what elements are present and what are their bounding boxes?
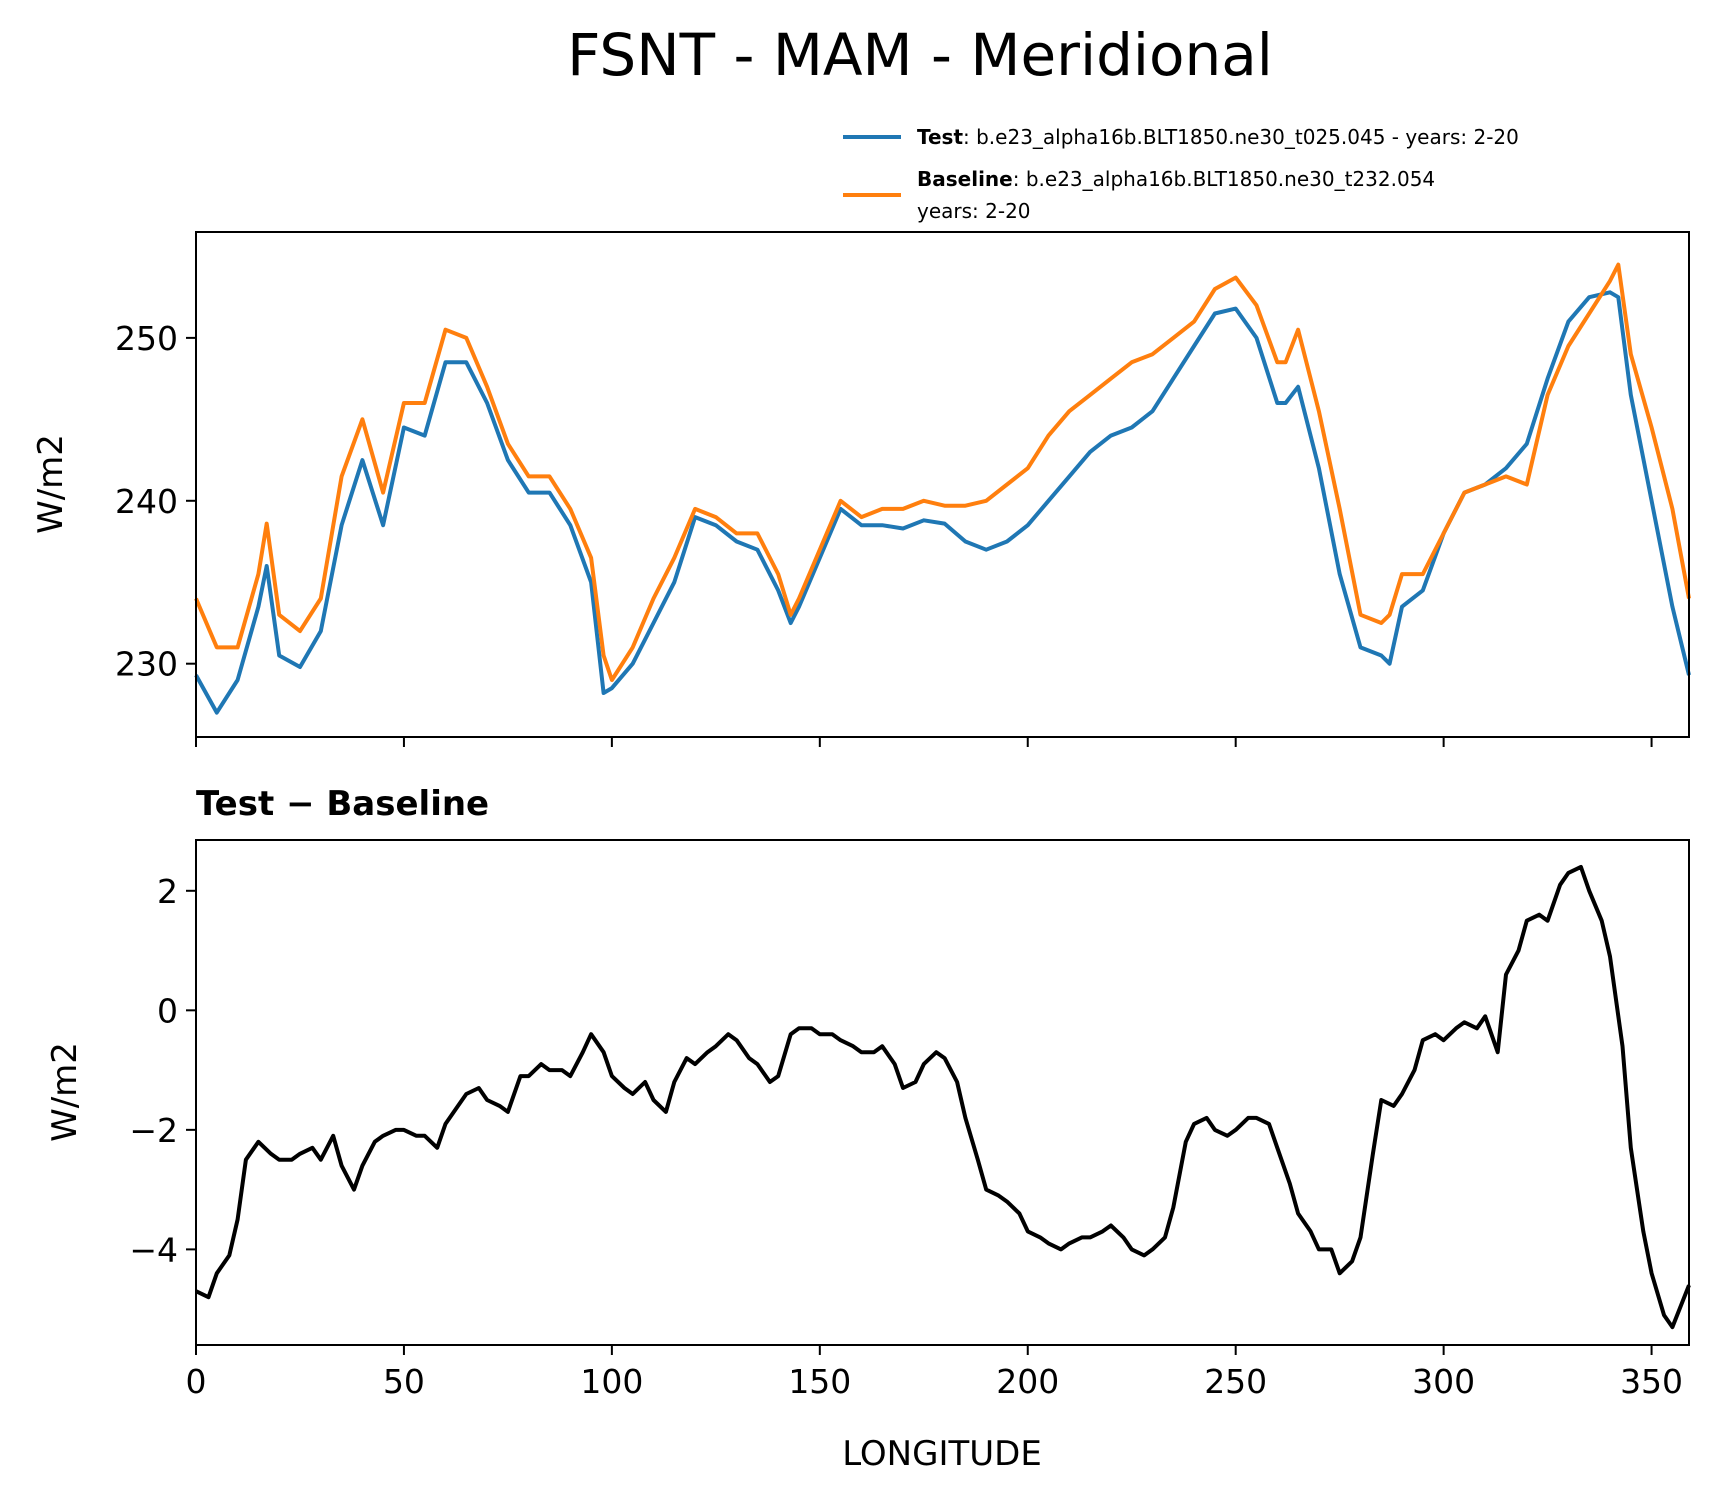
bottom-y-axis-label: W/m2 <box>45 1042 85 1142</box>
legend-baseline-label-line2: years: 2-20 <box>917 199 1031 223</box>
bottom-x-tick-label: 350 <box>1620 1362 1683 1401</box>
top-y-tick-label: 230 <box>115 645 178 684</box>
bottom-x-tick-label: 200 <box>996 1362 1059 1401</box>
legend-test-name: Test <box>917 125 963 149</box>
legend-baseline-label: Baseline: b.e23_alpha16b.BLT1850.ne30_t2… <box>917 167 1435 191</box>
bottom-y-tick-label: 2 <box>157 872 178 911</box>
top-y-axis-label: W/m2 <box>31 434 71 534</box>
legend-test-label: Test: b.e23_alpha16b.BLT1850.ne30_t025.0… <box>917 125 1519 149</box>
bottom-panel-title: Test − Baseline <box>196 784 489 824</box>
bottom-y-tick-label: −4 <box>129 1230 178 1269</box>
legend: Test: b.e23_alpha16b.BLT1850.ne30_t025.0… <box>843 125 1519 223</box>
top-x-ticks <box>195 737 1653 747</box>
bottom-y-tick-label: −2 <box>129 1111 178 1150</box>
legend-baseline-name: Baseline <box>917 167 1013 191</box>
bottom-x-tick-label: 0 <box>186 1362 207 1401</box>
bottom-series-group <box>195 864 1691 1330</box>
top-axes-frame <box>195 231 1690 738</box>
bottom-x-tick-label: 250 <box>1204 1362 1267 1401</box>
bottom-x-ticks: 0 50 100 150 200 250 300 350 <box>186 1345 1683 1401</box>
bottom-x-tick-label: 150 <box>788 1362 851 1401</box>
bottom-x-tick-label: 300 <box>1412 1362 1475 1401</box>
top-series-line-baseline <box>194 262 1691 682</box>
bottom-y-tick-label: 0 <box>157 991 178 1030</box>
bottom-series-line-difference <box>195 864 1691 1330</box>
bottom-axes-frame <box>195 839 1690 1346</box>
bottom-x-tick-label: 100 <box>580 1362 643 1401</box>
top-y-tick-label: 250 <box>115 319 178 358</box>
top-panel: 230 240 250 W/m2 <box>31 231 1691 747</box>
top-series-group <box>194 262 1691 715</box>
bottom-y-ticks: −4 −2 0 2 <box>129 872 196 1269</box>
legend-baseline-desc: : b.e23_alpha16b.BLT1850.ne30_t232.054 <box>1013 167 1435 191</box>
bottom-x-tick-label: 50 <box>383 1362 425 1401</box>
bottom-panel: Test − Baseline −4 −2 0 2 0 50 100 150 200 250 30… <box>45 784 1691 1474</box>
bottom-x-axis-label: LONGITUDE <box>842 1434 1042 1474</box>
top-y-ticks: 230 240 250 <box>115 319 196 684</box>
top-y-tick-label: 240 <box>115 482 178 521</box>
legend-test-desc: : b.e23_alpha16b.BLT1850.ne30_t025.045 -… <box>963 125 1519 149</box>
chart-title: FSNT - MAM - Meridional <box>567 21 1273 89</box>
